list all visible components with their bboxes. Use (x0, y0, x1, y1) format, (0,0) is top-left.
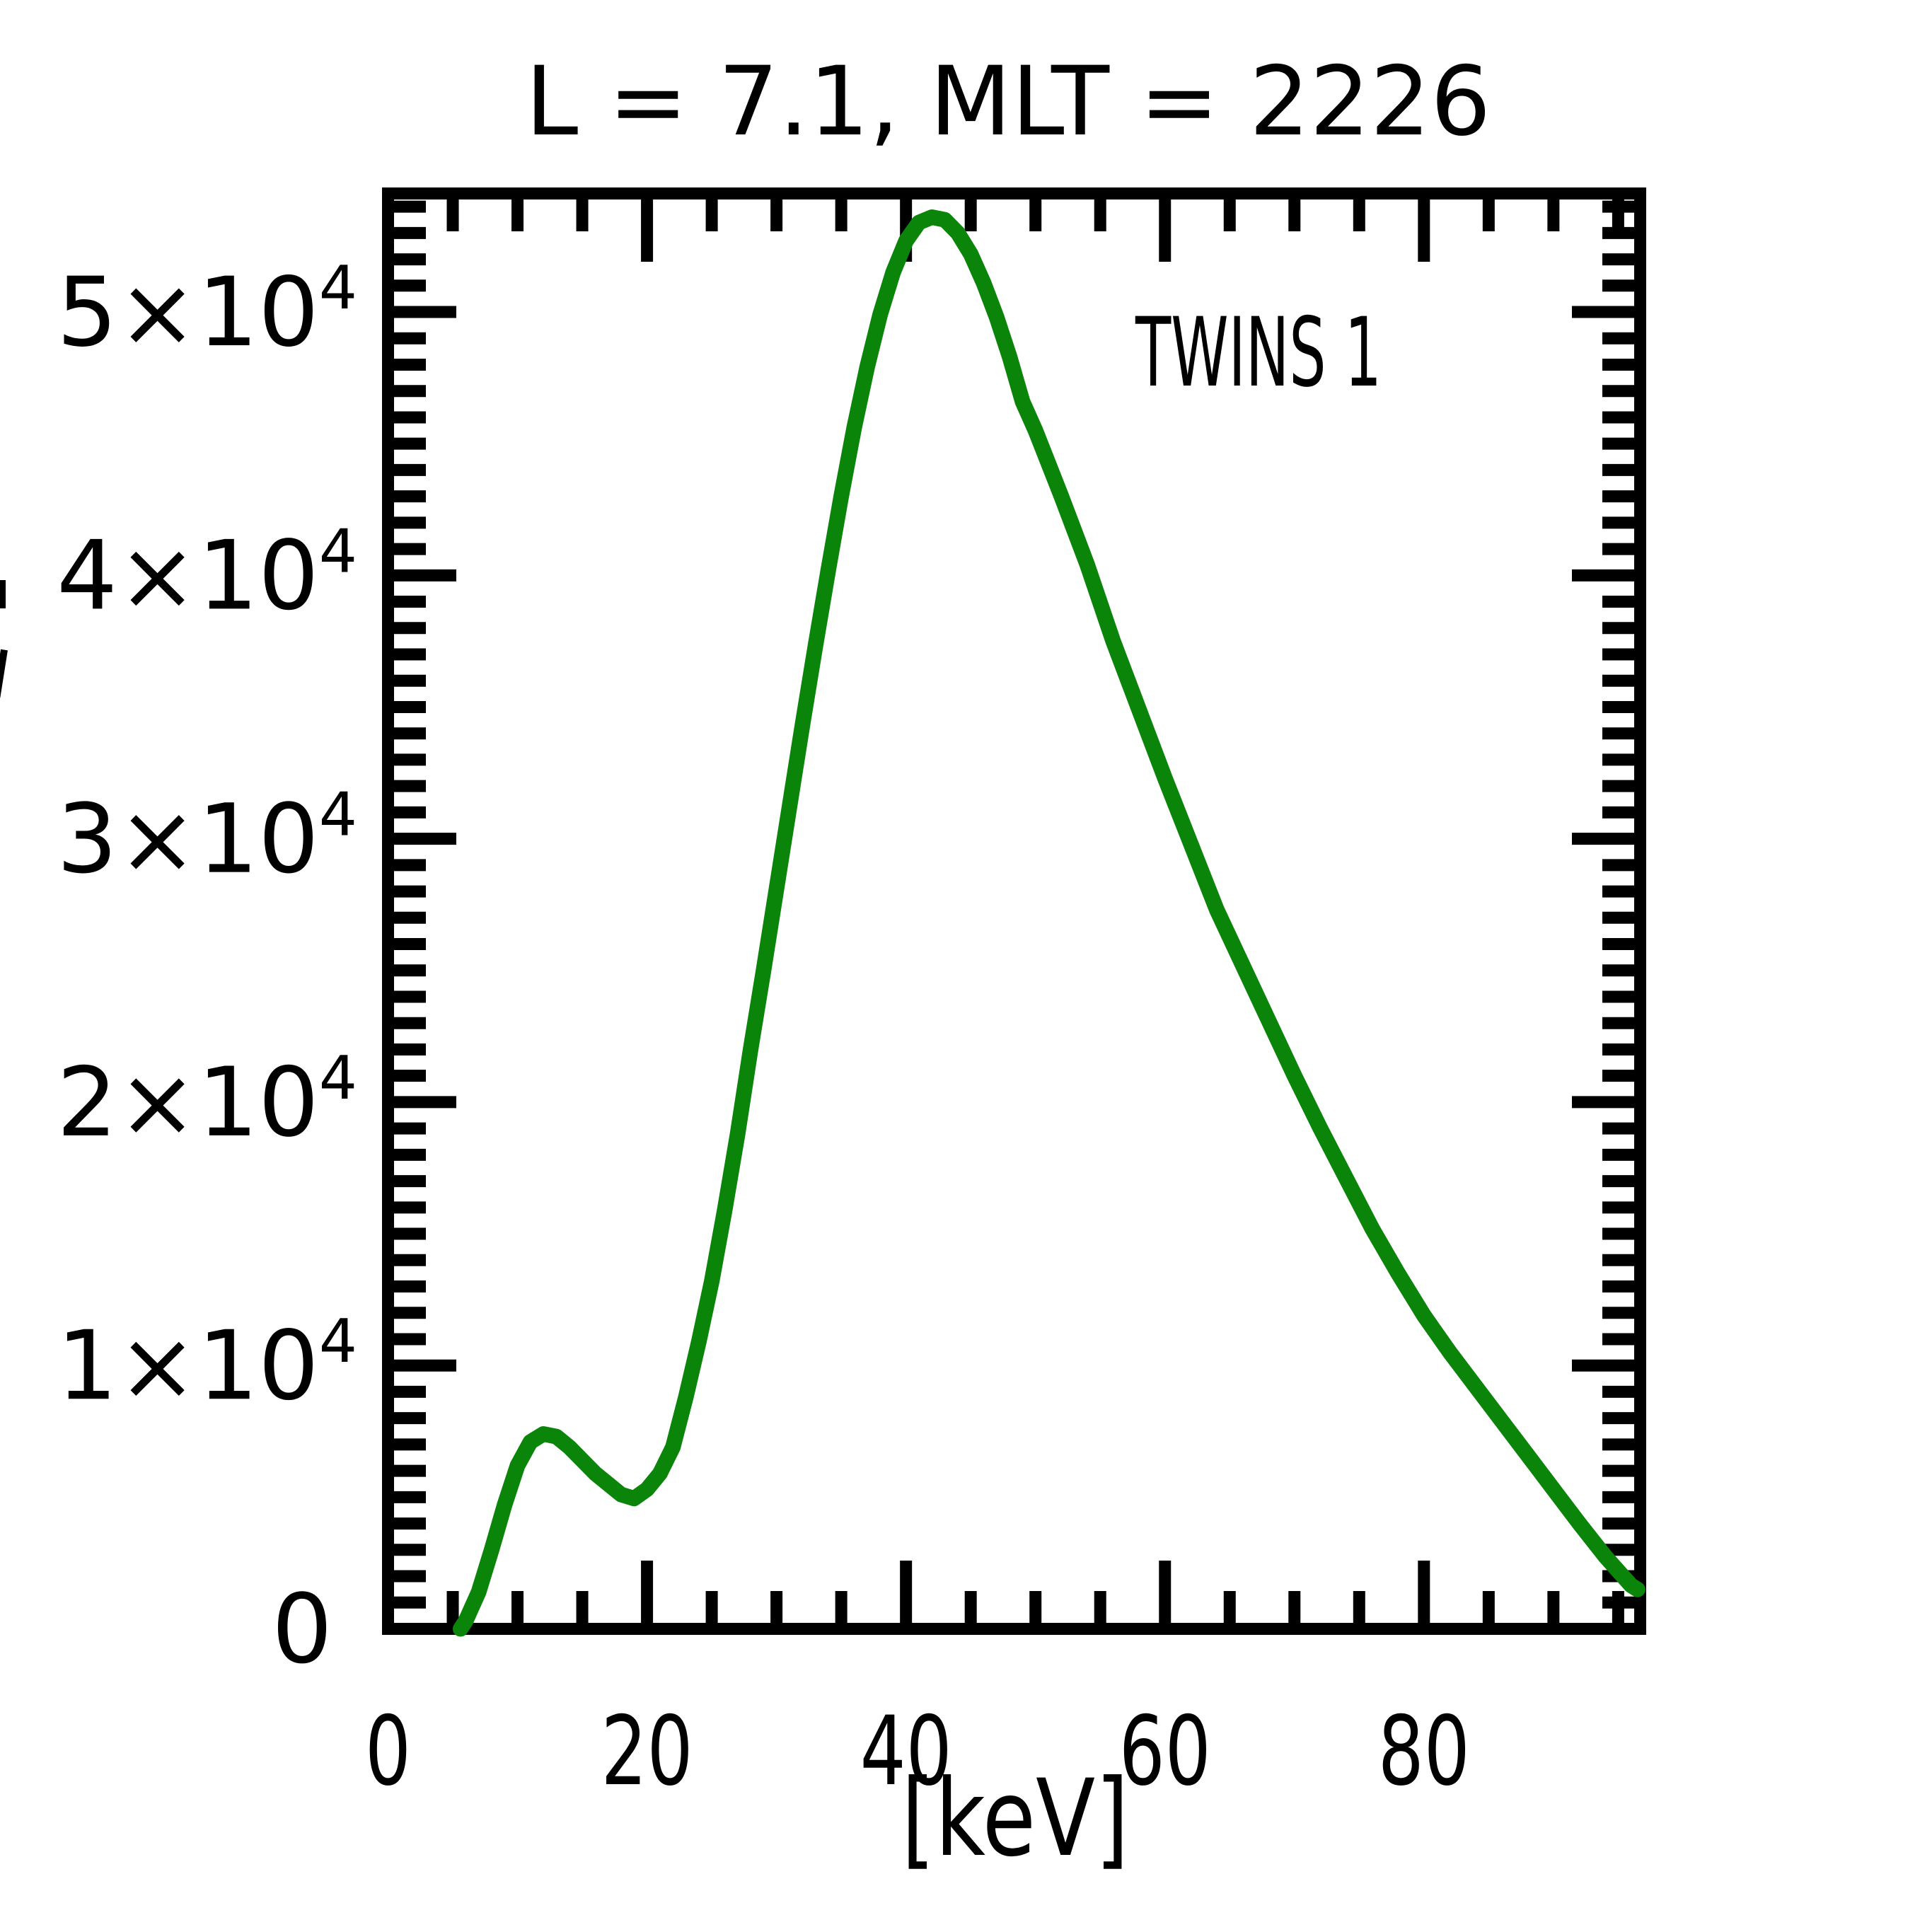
y-tick-label: 0 (272, 1574, 332, 1685)
y-tick-label: 3×104 (57, 780, 357, 895)
spectrum-curve (453, 209, 1645, 1637)
y-axis-label-clipped-fragment (0, 649, 8, 698)
y-axis-label-clipped-fragment (0, 580, 6, 608)
y-tick-label: 4×104 (57, 516, 357, 631)
y-tick-label: 2×104 (57, 1043, 357, 1158)
data-curve-group (453, 209, 1645, 1637)
x-tick-label: 80 (1378, 1696, 1470, 1807)
x-tick-label: 60 (1119, 1696, 1211, 1807)
y-tick-label: 1×104 (57, 1307, 357, 1421)
legend-twins1: TWINS 1 (1135, 297, 1382, 408)
plot-frame (382, 187, 1646, 1635)
plot-title: L = 7.1, MLT = 2226 (526, 46, 1491, 157)
axis-tick-labels: 0 20 40 60 80 0 1×104 2×104 3×104 4×104 5×104 (57, 253, 1470, 1807)
x-tick-label: 0 (365, 1696, 411, 1807)
x-tick-label: 40 (860, 1696, 952, 1807)
x-axis-label: [keV] (901, 1757, 1129, 1880)
axis-ticks (382, 199, 1634, 1635)
y-tick-label: 5×104 (57, 253, 357, 368)
x-tick-label: 20 (601, 1696, 693, 1807)
